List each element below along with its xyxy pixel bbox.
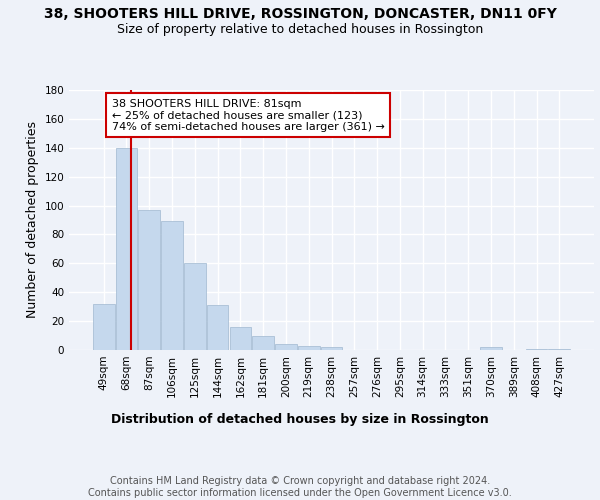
Bar <box>139 210 160 350</box>
Bar <box>320 347 343 350</box>
Bar <box>275 344 297 350</box>
Bar <box>116 148 137 350</box>
Bar <box>298 346 320 350</box>
Bar <box>526 348 547 350</box>
Bar <box>230 327 251 350</box>
Text: 38, SHOOTERS HILL DRIVE, ROSSINGTON, DONCASTER, DN11 0FY: 38, SHOOTERS HILL DRIVE, ROSSINGTON, DON… <box>44 8 556 22</box>
Text: 38 SHOOTERS HILL DRIVE: 81sqm
← 25% of detached houses are smaller (123)
74% of : 38 SHOOTERS HILL DRIVE: 81sqm ← 25% of d… <box>112 98 385 132</box>
Bar <box>548 348 570 350</box>
Text: Distribution of detached houses by size in Rossington: Distribution of detached houses by size … <box>111 412 489 426</box>
Bar <box>184 264 206 350</box>
Bar <box>161 222 183 350</box>
Bar <box>93 304 115 350</box>
Text: Contains HM Land Registry data © Crown copyright and database right 2024.
Contai: Contains HM Land Registry data © Crown c… <box>88 476 512 498</box>
Bar <box>253 336 274 350</box>
Text: Size of property relative to detached houses in Rossington: Size of property relative to detached ho… <box>117 22 483 36</box>
Y-axis label: Number of detached properties: Number of detached properties <box>26 122 39 318</box>
Bar <box>207 305 229 350</box>
Bar <box>480 347 502 350</box>
